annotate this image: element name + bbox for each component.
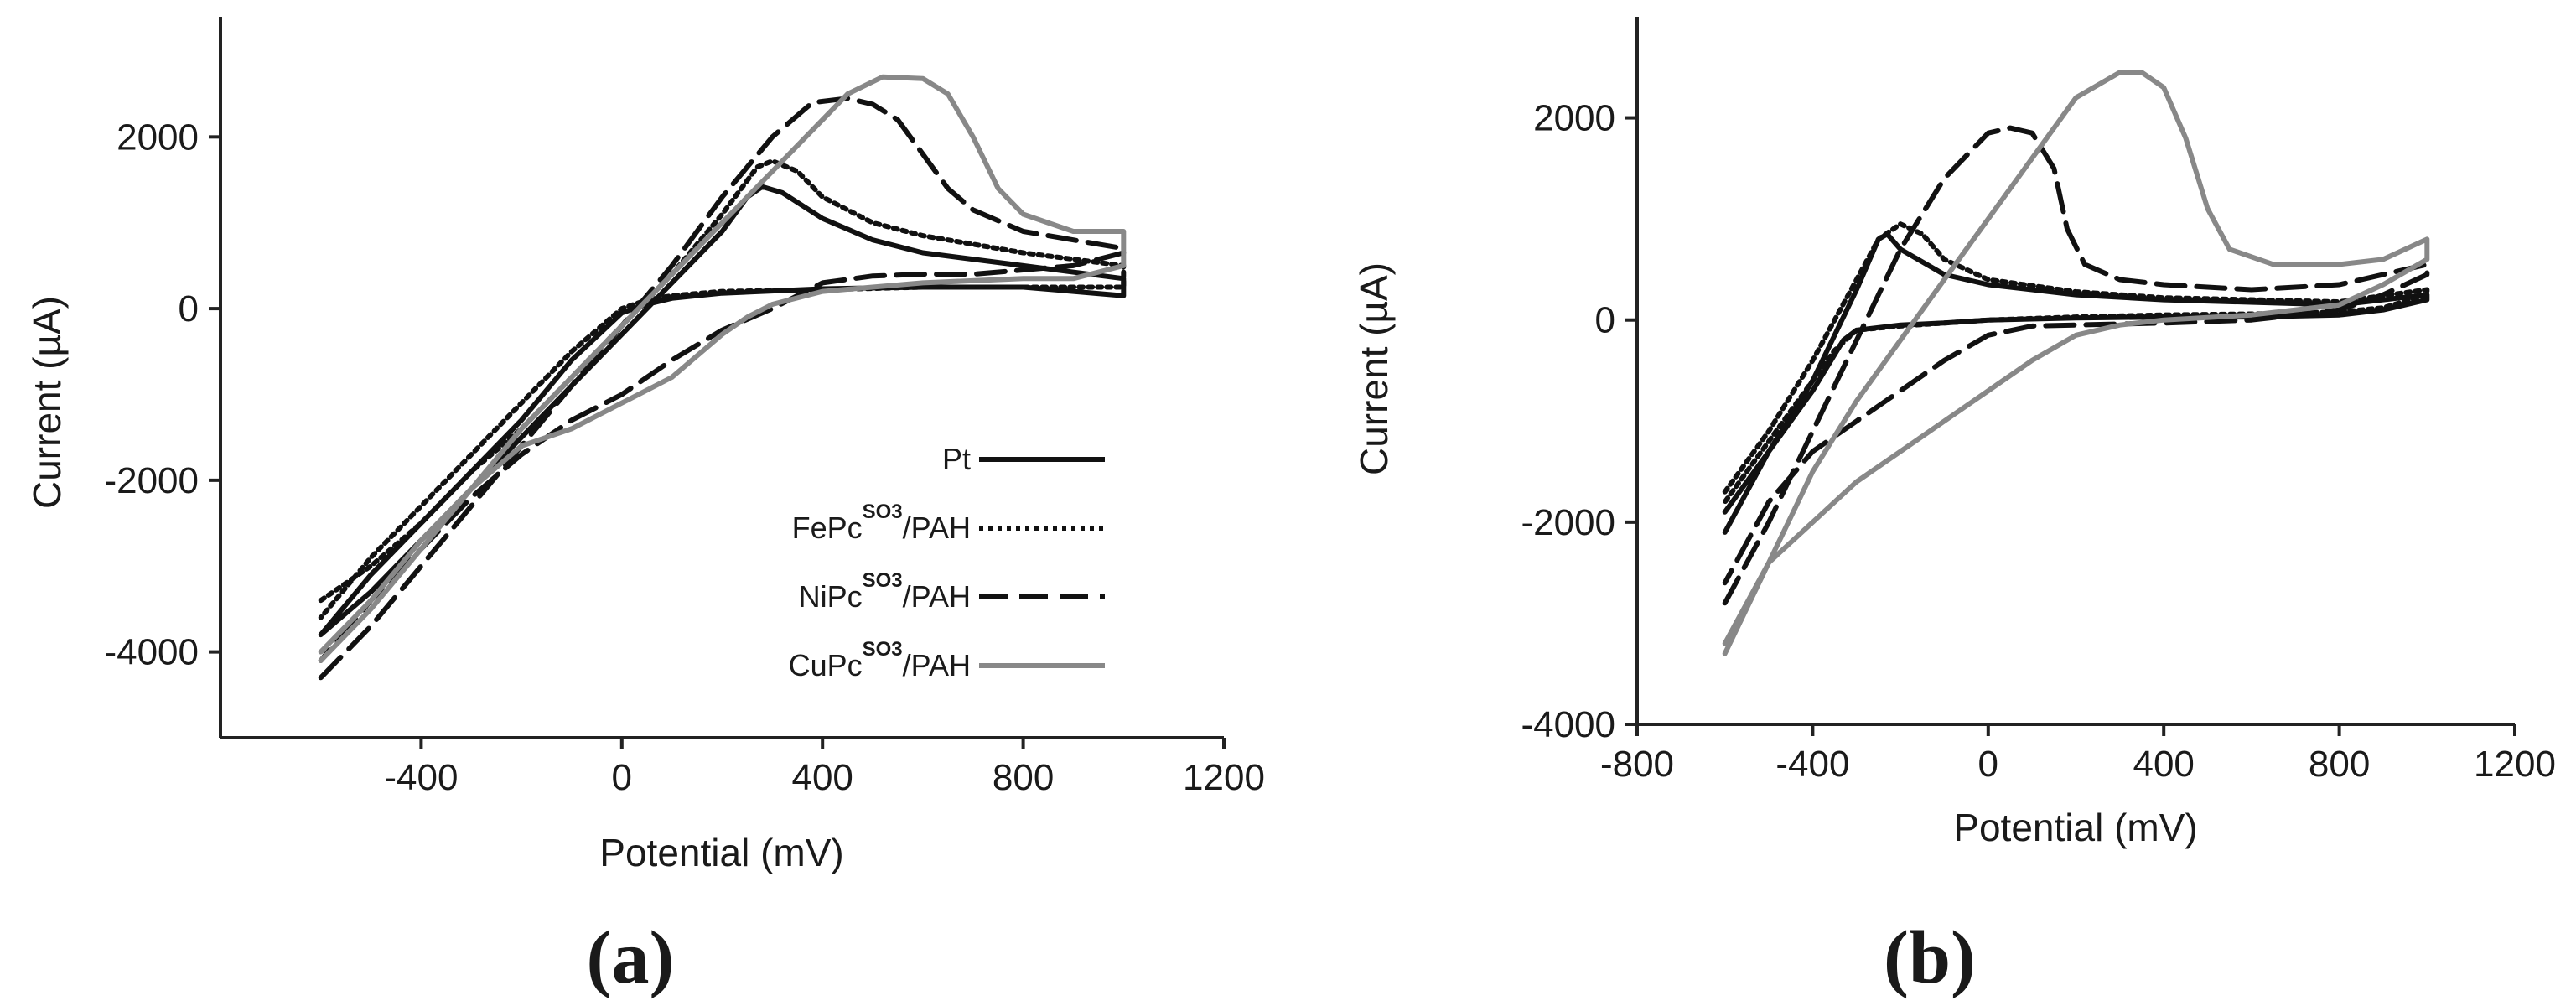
- panel-a-y-tick-label: 2000: [117, 117, 199, 158]
- panel-a: Potential (mV) Current (µA) -400 0 400 800 1…: [25, 17, 1265, 874]
- panel-b-series-fepc: [1722, 221, 2430, 505]
- panel-a-series-nipc: [318, 96, 1127, 681]
- panel-a-x-tick-label: 400: [791, 757, 853, 798]
- panel-a-series-cupc: [318, 74, 1127, 663]
- panel-b-series: [1722, 70, 2430, 656]
- panel-b-series-cupc: [1722, 70, 2430, 656]
- panel-b-series-nipc: [1722, 125, 2430, 606]
- panel-b-y-tick-label: -4000: [1521, 704, 1615, 745]
- panel-a-x-tick-label: 1200: [1183, 757, 1265, 798]
- legend-label: CuPcSO3/PAH: [789, 638, 971, 682]
- panel-b-x-tick-label: 0: [1978, 744, 1998, 785]
- panel-a-x-tick-label: 0: [612, 757, 632, 798]
- panel-a-x-axis-title: Potential (mV): [599, 831, 843, 874]
- legend: Pt FePcSO3/PAH NiPcSO3/PAH CuPcSO3/PAH: [789, 442, 1105, 682]
- panel-a-y-tick-label: -2000: [104, 460, 199, 501]
- legend-label: FePcSO3/PAH: [792, 500, 971, 545]
- panel-b-x-tick-label: -800: [1600, 744, 1674, 785]
- panel-a-x-tick-label: -400: [384, 757, 458, 798]
- panel-a-y-tick-label: 0: [179, 288, 199, 329]
- panel-b-x-tick-label: -400: [1775, 744, 1849, 785]
- panel-b: Potential (mV) Current (µA) -800 -400 0 400…: [1352, 17, 2556, 849]
- panel-b-x-axis-title: Potential (mV): [1953, 806, 2197, 849]
- panel-b-y-tick-label: -2000: [1521, 502, 1615, 543]
- panel-b-y-tick-label: 0: [1595, 300, 1615, 341]
- panel-a-series-pt: [318, 184, 1127, 638]
- panel-a-series: [318, 74, 1127, 681]
- legend-label: NiPcSO3/PAH: [799, 569, 971, 614]
- panel-label-a: (a): [587, 916, 675, 999]
- panel-b-x-tick-label: 400: [2133, 744, 2194, 785]
- panel-b-series-pt: [1722, 231, 2430, 535]
- panel-b-y-axis-title: Current (µA): [1352, 262, 1396, 475]
- panel-b-x-tick-label: 1200: [2474, 744, 2556, 785]
- panel-label-b: (b): [1884, 916, 1976, 999]
- legend-label: Pt: [942, 442, 971, 476]
- panel-a-y-axis-title: Current (µA): [25, 296, 69, 509]
- panel-a-y-tick-label: -4000: [104, 632, 199, 673]
- panel-a-x-tick-label: 800: [993, 757, 1054, 798]
- panel-b-x-tick-label: 800: [2309, 744, 2370, 785]
- panel-b-y-tick-label: 2000: [1533, 98, 1615, 139]
